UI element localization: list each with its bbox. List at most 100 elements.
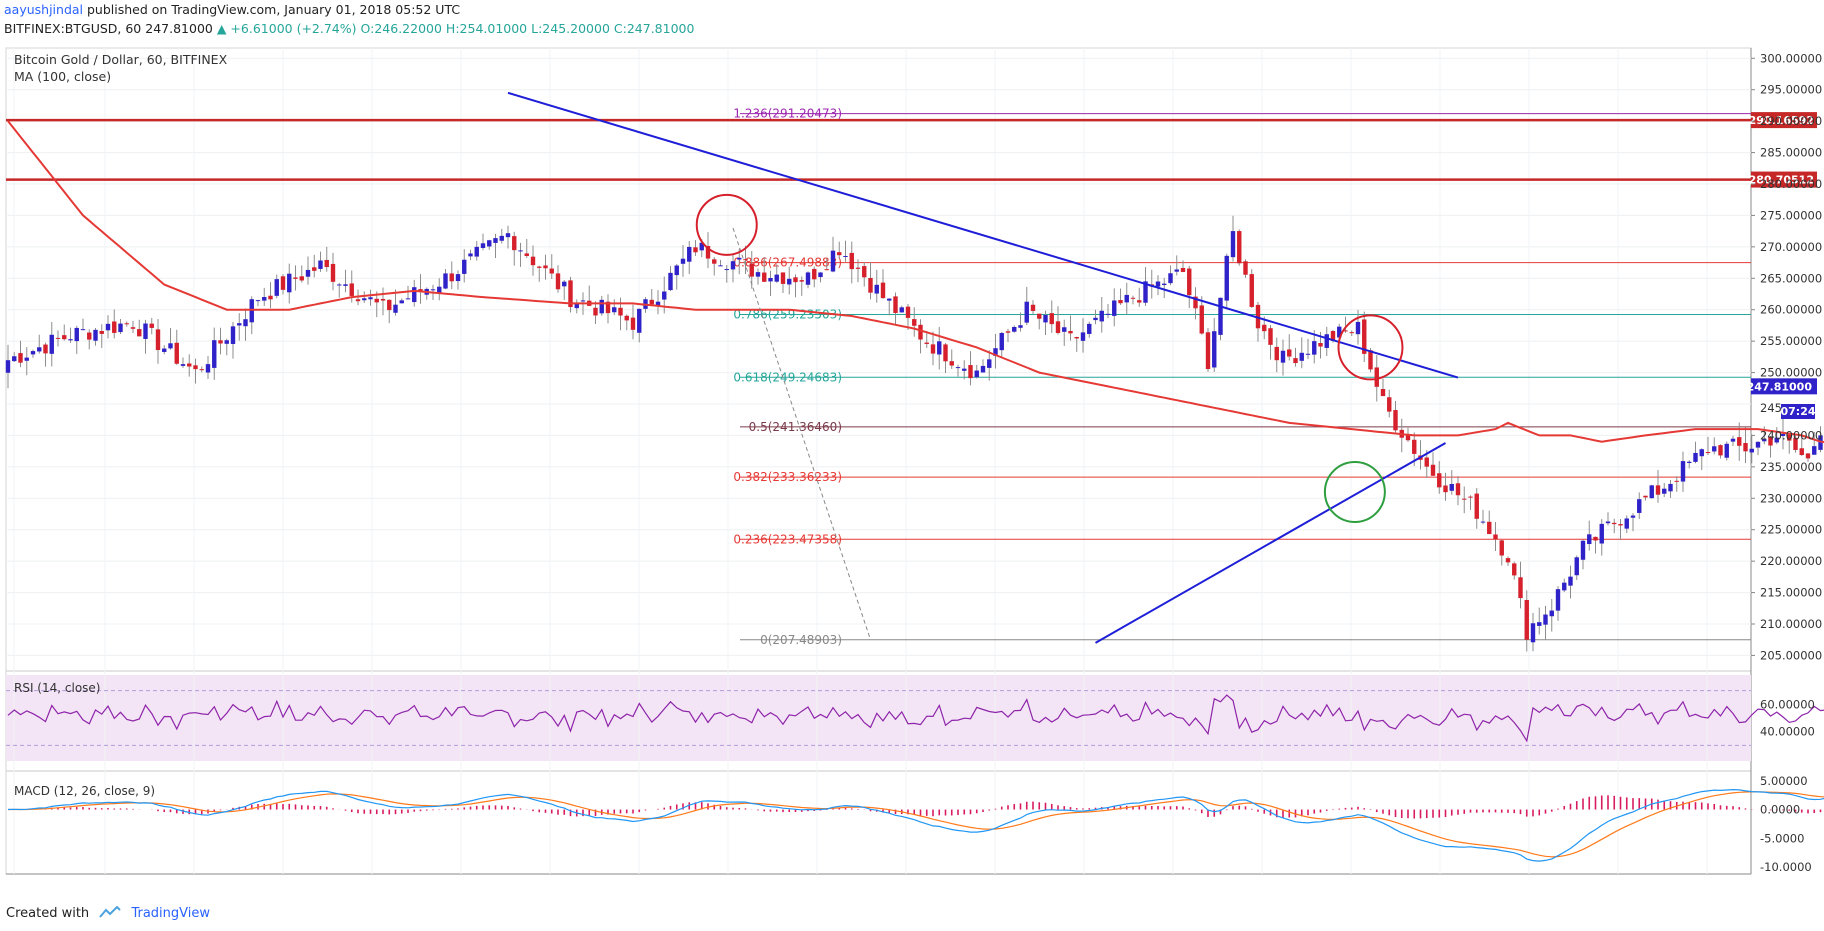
candle-body <box>1155 281 1161 287</box>
candle-body <box>862 266 867 278</box>
candle-body <box>1662 488 1667 494</box>
candle-body <box>1743 442 1748 452</box>
time-label: 25 <box>7 879 22 880</box>
candle-body <box>987 359 992 368</box>
candle-body <box>455 274 461 282</box>
candle-body <box>155 329 161 351</box>
candle-body <box>412 287 417 303</box>
chart-canvas[interactable]: 1.236(291.20473)0.886(267.49883)0.786(25… <box>0 0 1824 880</box>
high-value: H:254.01000 <box>445 21 528 36</box>
candle-body <box>387 299 392 311</box>
time-label: 29 <box>721 879 736 880</box>
candle-body <box>930 344 936 354</box>
candle-body <box>1549 610 1554 617</box>
candle-body <box>1030 304 1036 311</box>
candle-body <box>1355 321 1361 335</box>
candle-body <box>1455 483 1461 496</box>
candle-body <box>1699 449 1704 457</box>
candle-body <box>1343 330 1348 332</box>
candle-body <box>818 272 823 278</box>
candle-body <box>287 273 292 293</box>
candle-body <box>649 299 654 305</box>
symbol-label: BITFINEX:BTGUSD, 60 <box>4 21 142 36</box>
candle-body <box>1337 326 1342 338</box>
candle-body <box>74 327 79 342</box>
candle-body <box>524 253 529 257</box>
ascending-trendline <box>1095 442 1446 644</box>
footer: Created with TradingView <box>6 905 210 921</box>
candle-body <box>1349 332 1354 334</box>
candle-body <box>1330 331 1336 341</box>
candle-body <box>1424 457 1429 467</box>
candle-body <box>49 334 54 354</box>
candle-body <box>224 340 229 344</box>
candle-body <box>1105 313 1111 315</box>
time-label: 12:00 <box>1690 879 1723 880</box>
candle-body <box>1587 534 1592 545</box>
candle-body <box>393 304 398 313</box>
candle-body <box>174 342 179 364</box>
candle-body <box>268 295 273 300</box>
candle-body <box>1574 557 1579 576</box>
fib-label: 0.236(223.47358) <box>733 532 842 546</box>
candle-body <box>1187 268 1192 296</box>
candle-body <box>1562 582 1567 591</box>
candle-body <box>1374 367 1379 387</box>
candle-body <box>162 348 167 352</box>
candle-body <box>787 278 792 285</box>
price-tick-label: 260.00000 <box>1760 303 1822 317</box>
footer-brand-link[interactable]: TradingView <box>131 906 210 921</box>
candle-body <box>355 299 361 302</box>
time-label: 12:00 <box>978 879 1011 880</box>
candle-body <box>1505 558 1511 563</box>
candle-body <box>868 277 873 293</box>
candle-body <box>755 272 761 277</box>
candle-body <box>1387 397 1392 412</box>
price-tick-label: 290.00000 <box>1760 114 1822 128</box>
candle-body <box>399 300 404 304</box>
candle-body <box>1468 496 1473 498</box>
macd-line <box>7 788 1824 862</box>
candle-body <box>149 323 154 328</box>
candle-body <box>1687 461 1692 463</box>
candle-body <box>655 301 661 307</box>
candle-body <box>1793 437 1798 450</box>
candle-body <box>793 277 798 283</box>
candle-body <box>1555 589 1561 611</box>
candle-body <box>843 255 848 257</box>
price-tick-label: 265.00000 <box>1760 271 1822 285</box>
candle-body <box>243 319 248 327</box>
price-tick-label: 230.00000 <box>1760 491 1822 505</box>
candle-body <box>1055 321 1061 333</box>
candle-body <box>293 277 298 279</box>
price-tick-label: 300.00000 <box>1760 51 1822 65</box>
time-axis: 25 12:00 26 12:00 27 12:00 28 12:00 29 12:00 30 12:… <box>7 879 1724 880</box>
rsi-legend: RSI (14, close) <box>14 681 100 695</box>
candle-body <box>662 291 667 300</box>
candle-body <box>1512 563 1517 576</box>
candle-body <box>274 279 279 296</box>
candle-body <box>380 298 386 301</box>
candle-body <box>93 329 98 341</box>
candle-body <box>1093 317 1098 321</box>
candle-body <box>1318 343 1323 347</box>
rsi-tick-label: 60.00000 <box>1760 697 1815 711</box>
candle-body <box>112 321 117 333</box>
author-link[interactable]: aayushjindal <box>4 2 84 17</box>
highlight-circle-green <box>1323 461 1386 523</box>
candle-body <box>1199 305 1204 334</box>
candle-body <box>1262 324 1267 332</box>
candle-body <box>1462 498 1467 500</box>
candle-body <box>849 252 854 270</box>
candle-body <box>374 298 379 303</box>
candle-body <box>1037 313 1042 319</box>
candle-body <box>1437 473 1442 488</box>
candle-body <box>1405 435 1411 441</box>
candle-body <box>1799 448 1804 455</box>
candle-body <box>1362 319 1367 354</box>
candle-body <box>743 259 748 261</box>
candle-body <box>1174 269 1179 272</box>
candle-body <box>737 257 742 260</box>
ma-line <box>7 120 1824 444</box>
candle-body <box>1805 453 1811 459</box>
